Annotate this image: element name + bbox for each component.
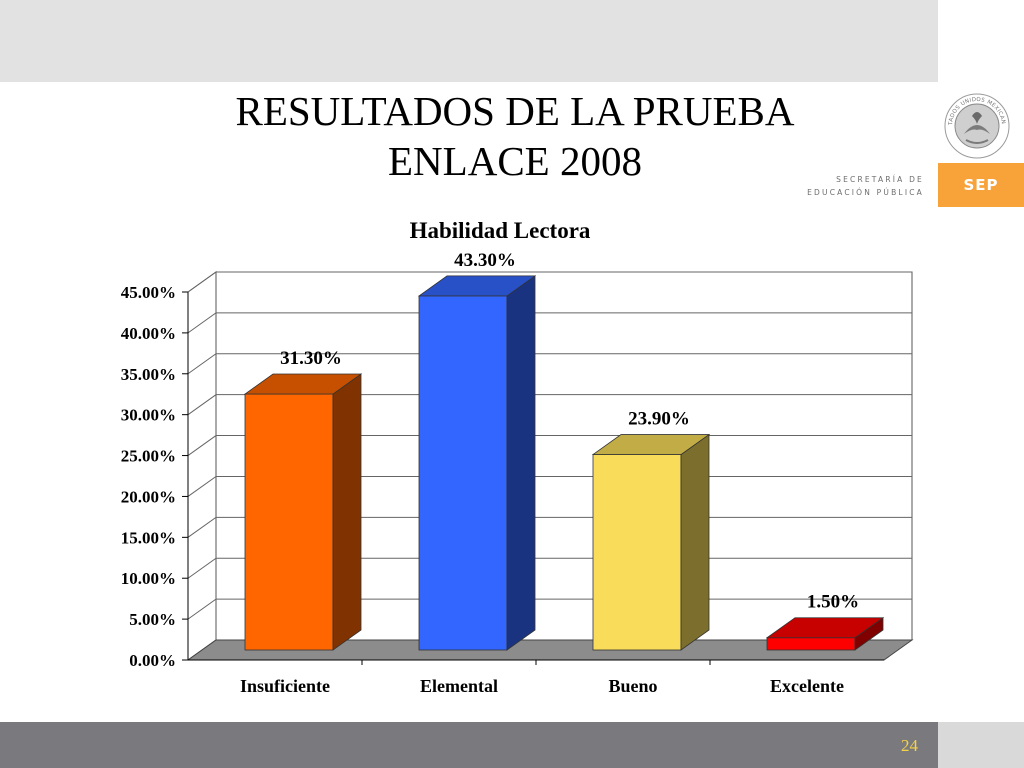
x-tick-label: Insuficiente (240, 676, 330, 696)
bar-front (418, 295, 508, 651)
title-line-1: RESULTADOS DE LA PRUEBA (235, 88, 795, 134)
bar-top (243, 373, 363, 395)
footer-band (0, 722, 938, 768)
data-label: 31.30% (280, 348, 342, 369)
y-tick-label: 45.00% (121, 283, 176, 302)
secretaria-line-2: EDUCACIÓN PÚBLICA (807, 188, 924, 197)
gridline (187, 312, 912, 334)
y-tick-label: 10.00% (121, 569, 176, 588)
y-tick-label: 30.00% (121, 406, 176, 425)
gridline (187, 271, 912, 293)
y-tick-label: 35.00% (121, 365, 176, 384)
data-label: 23.90% (628, 409, 690, 430)
chart-title: Habilidad Lectora (410, 218, 591, 243)
data-label: 43.30% (454, 250, 516, 271)
bar-front (244, 393, 334, 651)
bar-front (592, 454, 682, 651)
bar-excelente (765, 616, 885, 651)
footer-corner (938, 722, 1024, 768)
bar-bueno (591, 433, 711, 651)
sep-logo-box: SEP (938, 163, 1024, 207)
x-tick-label: Elemental (420, 676, 498, 696)
bar-side (332, 373, 362, 651)
y-tick-label: 5.00% (129, 610, 176, 629)
bar-chart: Habilidad Lectora 0.00% 5.00% 10.00% 15.00%… (121, 218, 914, 696)
x-tick-label: Excelente (770, 676, 844, 696)
bar-insuficiente (243, 373, 363, 651)
bar-top (765, 617, 885, 639)
y-tick-label: 0.00% (129, 651, 176, 670)
mexican-eagle-seal-icon: ESTADOS UNIDOS MEXICANOS (942, 86, 1010, 159)
bar-side (680, 433, 710, 651)
gridline (187, 353, 912, 375)
secretaria-line-1: SECRETARÍA DE (836, 175, 924, 184)
x-tick-label: Bueno (608, 676, 657, 696)
slide-title: RESULTADOS DE LA PRUEBA ENLACE 2008 (130, 86, 900, 186)
header-band (0, 0, 938, 82)
y-tick-label: 40.00% (121, 324, 176, 343)
y-tick-label: 20.00% (121, 487, 176, 506)
page-number: 24 (901, 736, 918, 755)
title-line-2: ENLACE 2008 (388, 138, 642, 184)
bar-top (417, 275, 537, 297)
bar-elemental (417, 275, 537, 651)
y-tick-label: 15.00% (121, 528, 176, 547)
bar-top (591, 434, 711, 455)
bar-side (506, 275, 536, 651)
data-label: 1.50% (807, 592, 859, 613)
gridline (187, 394, 912, 416)
bar-front (766, 637, 856, 651)
secretaria-text: SECRETARÍA DE EDUCACIÓN PÚBLICA (780, 173, 924, 199)
y-tick-label: 25.00% (121, 447, 176, 466)
header-corner (938, 0, 1024, 82)
